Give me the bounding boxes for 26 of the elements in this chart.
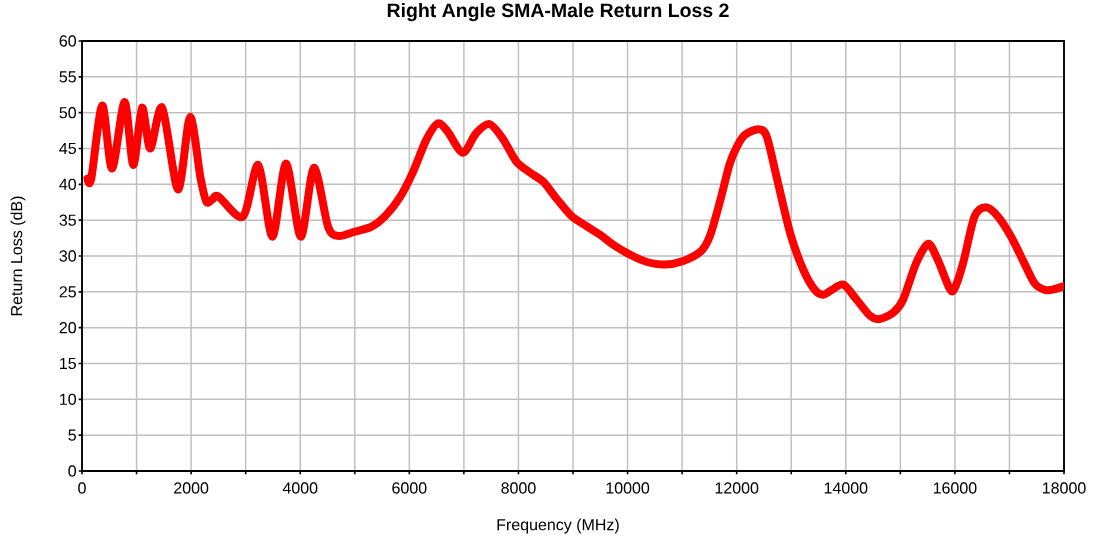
- x-axis-title: Frequency (MHz): [497, 518, 619, 534]
- y-tick-label: 0: [68, 465, 77, 477]
- y-tick-label: 10: [60, 393, 77, 406]
- x-tick-label: 18000: [1043, 482, 1086, 494]
- y-axis-title: Return Loss (dB): [10, 196, 26, 316]
- y-tick-label: 55: [59, 71, 76, 83]
- y-tick-label: 60: [59, 35, 77, 47]
- y-tick-label: 40: [59, 178, 77, 191]
- x-tick-label: 14000: [824, 482, 868, 494]
- y-tick-label: 45: [59, 142, 76, 155]
- x-tick-label: 8000: [501, 482, 536, 494]
- x-tick-label: 4000: [282, 482, 318, 494]
- y-tick-label: 20: [59, 322, 77, 334]
- x-tick-label: 6000: [392, 482, 427, 494]
- y-tick-label: 5: [68, 429, 76, 441]
- x-tick-label: 0: [78, 482, 86, 494]
- x-tick-label: 10000: [606, 482, 650, 494]
- x-tick-label: 16000: [933, 482, 977, 494]
- x-tick-label: 2000: [174, 482, 209, 494]
- y-tick-label: 15: [60, 357, 76, 370]
- y-tick-label: 50: [59, 107, 77, 119]
- y-tick-label: 25: [59, 286, 76, 298]
- y-tick-label: 35: [59, 214, 76, 226]
- chart-title: Right Angle SMA-Male Return Loss 2: [387, 2, 729, 22]
- x-tick-label: 12000: [715, 482, 759, 494]
- y-tick-label: 30: [59, 250, 77, 262]
